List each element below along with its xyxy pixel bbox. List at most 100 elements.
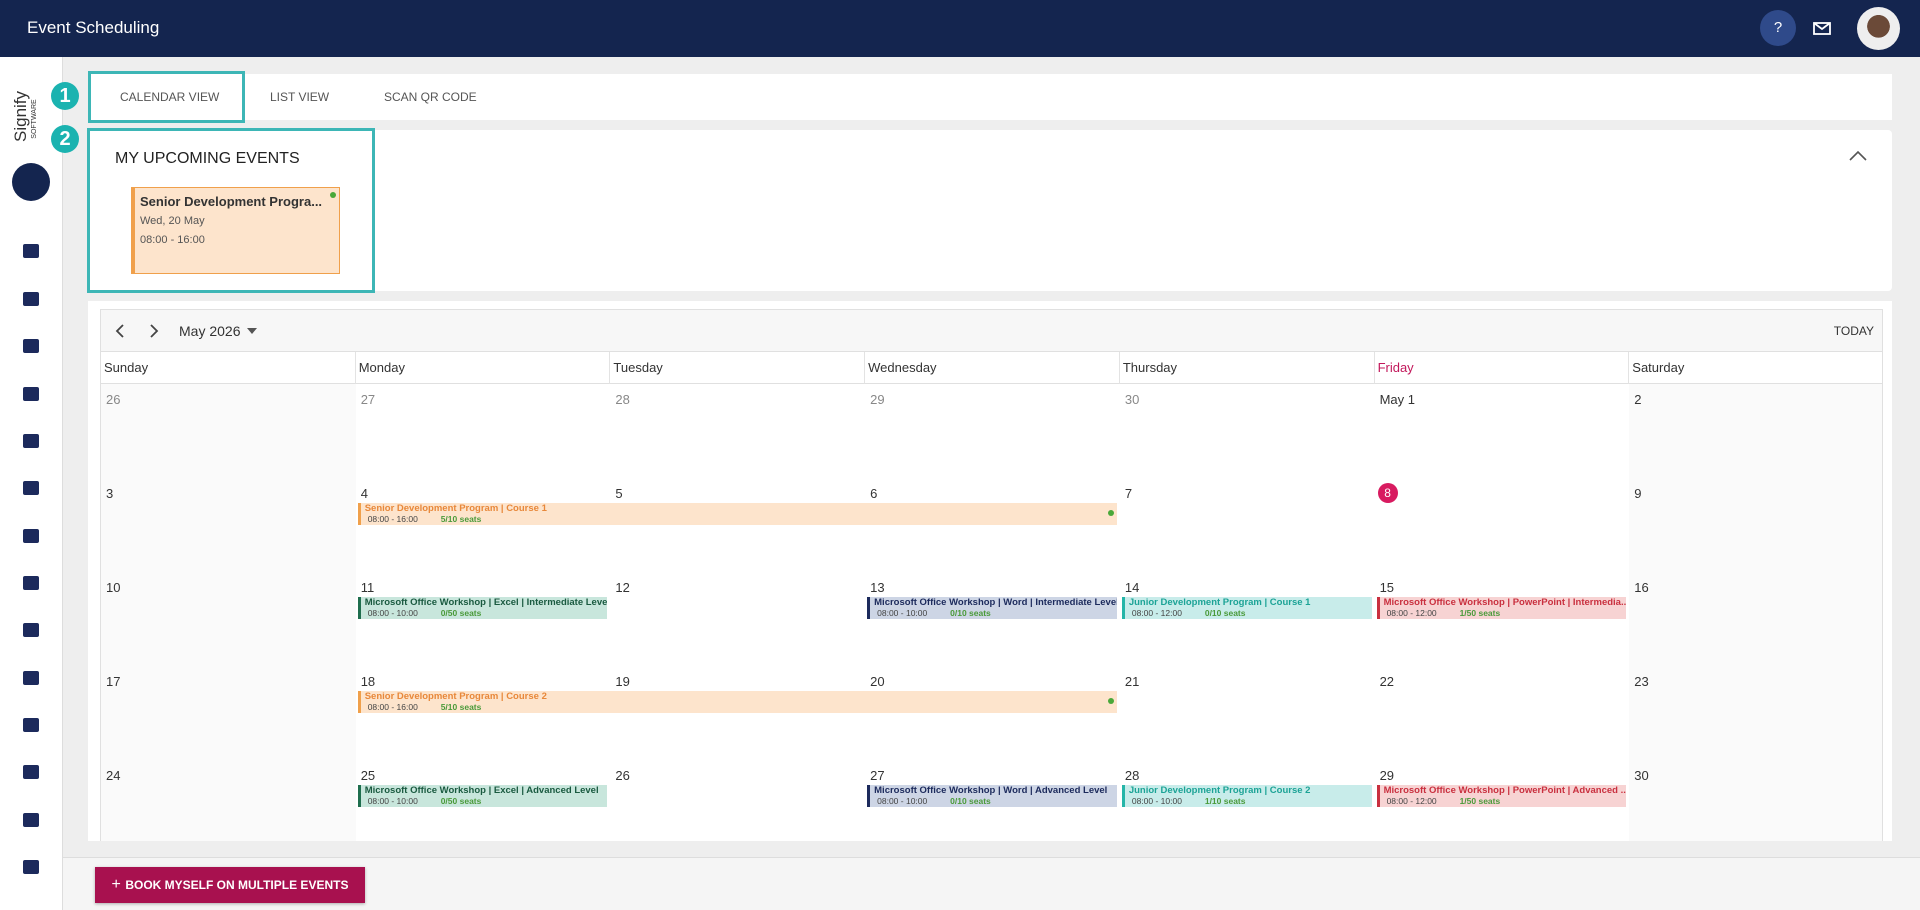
calendar-event[interactable]: Microsoft Office Workshop | PowerPoint |… [1376, 597, 1627, 619]
day-number: 27 [870, 768, 885, 783]
nav-icon[interactable] [23, 765, 39, 779]
day-cell[interactable]: 18 [355, 666, 611, 760]
day-cell[interactable]: 7 [1119, 478, 1375, 572]
day-cell[interactable]: 28 [610, 384, 866, 478]
nav-icon[interactable] [23, 671, 39, 685]
day-number: 18 [360, 674, 376, 689]
event-time: 08:00 - 12:00 [1386, 796, 1437, 806]
collapse-icon[interactable] [1848, 150, 1868, 162]
day-cell[interactable]: 15 [1374, 572, 1630, 666]
day-cell[interactable]: 19 [610, 666, 866, 760]
tab[interactable]: SCAN QR CODE [384, 90, 477, 104]
day-cell[interactable]: 22 [1374, 666, 1630, 760]
event-card[interactable]: Senior Development Progra... Wed, 20 May 0… [131, 187, 340, 274]
day-cell[interactable]: 14 [1119, 572, 1375, 666]
tab[interactable]: LIST VIEW [270, 90, 330, 104]
day-cell[interactable]: 9 [1629, 478, 1882, 572]
day-cell[interactable]: 4 [355, 478, 611, 572]
weekday-header: Monday [355, 352, 611, 384]
calendar-event[interactable]: Microsoft Office Workshop | PowerPoint |… [1376, 785, 1627, 807]
day-cell[interactable]: 12 [610, 572, 866, 666]
event-seats: 1/50 seats [1459, 608, 1501, 618]
day-cell[interactable]: 20 [865, 666, 1120, 760]
nav-arrows[interactable] [115, 324, 159, 338]
day-number: 10 [106, 580, 121, 595]
calendar-event[interactable]: Microsoft Office Workshop | Excel | Inte… [357, 597, 608, 619]
day-number: 23 [1634, 674, 1649, 689]
event-seats: 0/10 seats [950, 796, 991, 806]
tab[interactable]: CALENDAR VIEW [120, 90, 220, 104]
book-button[interactable]: + BOOK MYSELF ON MULTIPLE EVENTS [95, 867, 365, 903]
day-cell[interactable]: May 1 [1374, 384, 1630, 478]
weekday-header: Thursday [1119, 352, 1375, 384]
nav-icon[interactable] [23, 860, 39, 874]
day-cell[interactable]: 13 [865, 572, 1120, 666]
day-cell[interactable]: 29 [865, 384, 1120, 478]
messages-icon[interactable] [1813, 20, 1833, 36]
event-title: Microsoft Office Workshop | PowerPoint |… [1383, 597, 1627, 608]
day-cell[interactable]: 24 [101, 760, 356, 841]
day-number: 27 [360, 392, 376, 407]
day-cell[interactable]: 26 [610, 760, 866, 841]
day-cell[interactable]: 30 [1119, 384, 1375, 478]
day-cell[interactable]: 6 [865, 478, 1120, 572]
calendar-event[interactable]: Microsoft Office Workshop | Word | Advan… [867, 785, 1117, 807]
top-bar: Event Scheduling ? [0, 0, 1920, 57]
help-button[interactable]: ? [1760, 10, 1796, 46]
nav-icon[interactable] [23, 576, 39, 590]
day-cell[interactable]: 16 [1629, 572, 1882, 666]
event-time: 08:00 - 10:00 [1131, 796, 1182, 806]
day-number: 30 [1634, 768, 1649, 783]
nav-icon[interactable] [23, 244, 39, 258]
event-title: Junior Development Program | Course 2 [1128, 785, 1311, 796]
calendar-event[interactable]: Senior Development Program | Course 1 08:… [357, 503, 1117, 525]
calendar-event[interactable]: Junior Development Program | Course 2 08:… [1121, 785, 1372, 807]
nav-icon[interactable] [23, 339, 39, 353]
dropdown-icon[interactable] [247, 328, 257, 334]
event-seats: 0/10 seats [1204, 608, 1246, 618]
calendar-event[interactable]: Senior Development Program | Course 2 08:… [357, 691, 1117, 713]
nav-icon[interactable] [23, 434, 39, 448]
day-number: 29 [870, 392, 885, 407]
day-cell[interactable]: 10 [101, 572, 356, 666]
nav-icon[interactable] [23, 718, 39, 732]
day-cell[interactable]: 11 [355, 572, 611, 666]
event-title: Microsoft Office Workshop | Excel | Inte… [364, 597, 608, 608]
weekday-header: Saturday [1629, 352, 1882, 384]
calendar: May 2026 TODAY Sunday Monday Tuesday Wednes… [88, 301, 1892, 841]
calendar-event[interactable]: Microsoft Office Workshop | Word | Inter… [867, 597, 1117, 619]
day-number: 13 [870, 580, 885, 595]
avatar[interactable] [1857, 7, 1900, 50]
today-button[interactable]: TODAY [1833, 324, 1874, 338]
month-label[interactable]: May 2026 [179, 323, 241, 339]
day-number: 29 [1379, 768, 1395, 783]
logo-mark [12, 163, 50, 201]
day-cell[interactable]: 26 [101, 384, 356, 478]
day-number: 24 [106, 768, 121, 783]
event-seats: 5/10 seats [440, 514, 482, 524]
day-cell[interactable]: 17 [101, 666, 356, 760]
day-cell[interactable]: 21 [1119, 666, 1375, 760]
callout: 1 [51, 82, 79, 110]
nav-icon[interactable] [23, 529, 39, 543]
day-cell[interactable]: 23 [1629, 666, 1882, 760]
nav-icon[interactable] [23, 623, 39, 637]
day-cell[interactable]: 5 [610, 478, 866, 572]
day-cell[interactable]: 30 [1629, 760, 1882, 841]
calendar-event[interactable]: Microsoft Office Workshop | Excel | Adva… [357, 785, 608, 807]
weekday-header: Tuesday [610, 352, 866, 384]
nav-icon[interactable] [23, 292, 39, 306]
day-cell[interactable]: 3 [101, 478, 356, 572]
event-time: 08:00 - 16:00 [367, 702, 418, 712]
day-number: 21 [1124, 674, 1140, 689]
day-cell[interactable]: 27 [355, 384, 611, 478]
nav-icon[interactable] [23, 481, 39, 495]
upcoming-panel: MY UPCOMING EVENTS Senior Development Pr… [88, 130, 1892, 291]
status-dot [1107, 698, 1114, 704]
event-seats: 0/50 seats [440, 608, 482, 618]
day-cell[interactable]: 2 [1629, 384, 1882, 478]
calendar-event[interactable]: Junior Development Program | Course 1 08:… [1121, 597, 1372, 619]
nav-icon[interactable] [23, 387, 39, 401]
nav-icon[interactable] [23, 813, 39, 827]
day-cell[interactable]: 8 [1374, 478, 1630, 572]
